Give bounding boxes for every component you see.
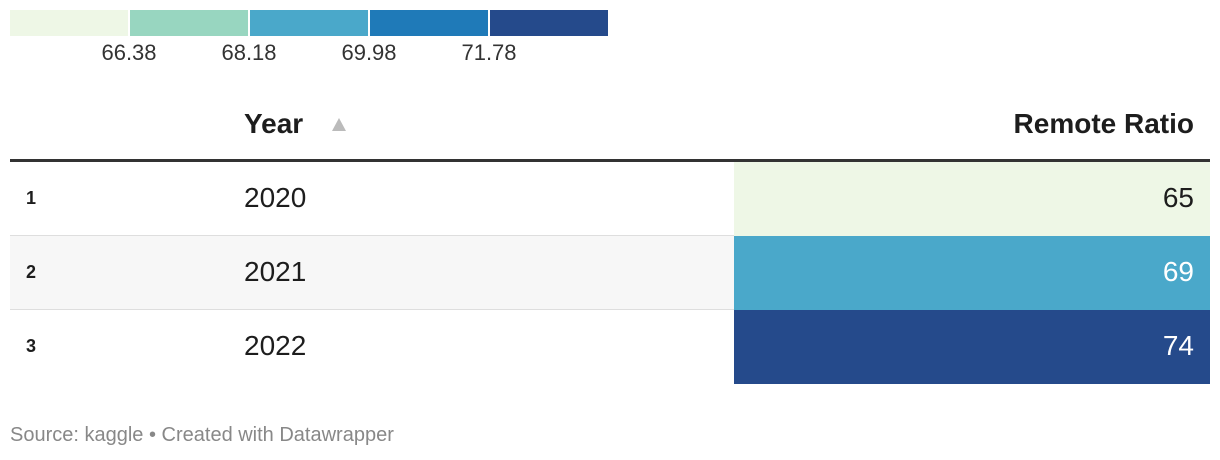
column-header-year[interactable]: Year [244,108,304,139]
legend-tick-label: 66.38 [101,40,157,65]
legend-tick-label: 69.98 [341,40,397,65]
legend-swatch [490,10,608,36]
table-header: Year Remote Ratio [10,90,1210,162]
cell-year: 2021 [244,256,307,287]
cell-remote-ratio: 69 [734,236,1210,310]
legend-color-bar [10,10,610,36]
table-row: 3 2022 74 [10,310,1210,384]
table-row: 1 2020 65 [10,162,1210,236]
cell-remote-ratio: 74 [734,310,1210,384]
table-row: 2 2021 69 [10,236,1210,310]
legend-ticks: 66.38 68.18 69.98 71.78 [10,36,610,66]
legend-tick-label: 71.78 [461,40,517,65]
legend-swatch [10,10,128,36]
cell-remote-ratio: 65 [734,162,1210,236]
sort-ascending-icon[interactable] [332,118,346,131]
legend-swatch [130,10,248,36]
row-number: 3 [26,336,37,356]
data-table: Year Remote Ratio 1 2020 65 2 2021 69 3 2022 74 [10,90,1210,384]
legend-tick-label: 68.18 [221,40,277,65]
legend-swatch [250,10,368,36]
remote-ratio-value: 65 [1162,182,1194,213]
remote-ratio-value: 74 [1162,330,1194,361]
legend-swatch [370,10,488,36]
row-number: 1 [26,188,37,208]
table-body: 1 2020 65 2 2021 69 3 2022 74 [10,162,1210,384]
cell-year: 2020 [244,182,307,213]
color-legend: 66.38 68.18 69.98 71.78 [10,10,610,70]
remote-ratio-value: 69 [1162,256,1194,287]
row-number: 2 [26,262,37,282]
column-header-remote-ratio[interactable]: Remote Ratio [1013,108,1194,139]
source-footer: Source: kaggle • Created with Datawrappe… [10,424,394,446]
cell-year: 2022 [244,330,307,361]
